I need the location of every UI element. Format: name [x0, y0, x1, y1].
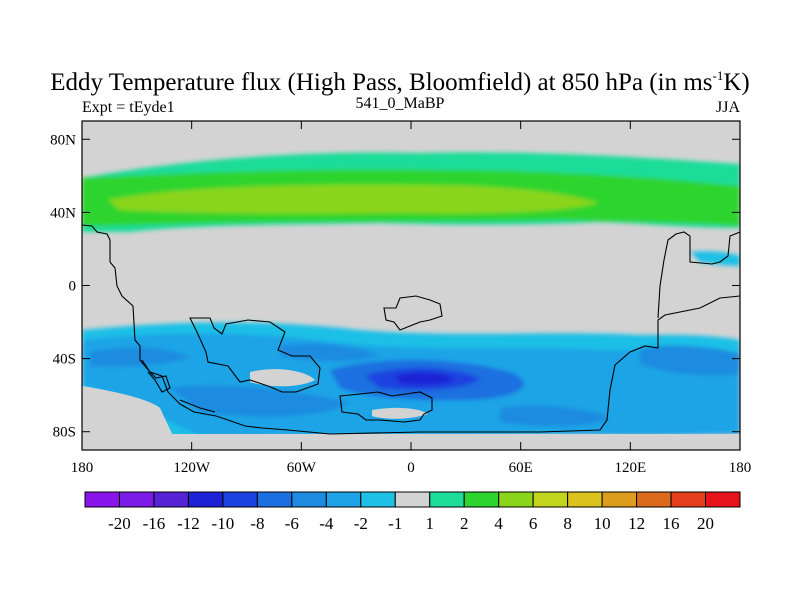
colorbar-swatch [670, 491, 707, 508]
y-tick-label: 40N [50, 205, 76, 221]
colorbar-swatch [222, 491, 258, 508]
colorbar-label: 20 [697, 514, 714, 533]
colorbar-label: 16 [663, 514, 680, 533]
colorbar-swatch [118, 491, 155, 508]
colorbar-swatch [325, 491, 362, 508]
title-end: K) [723, 69, 750, 96]
colorbar-swatch [636, 491, 672, 508]
x-tick-label: 120W [173, 460, 211, 476]
x-tick-label: 120E [614, 460, 646, 476]
colorbar-swatch [601, 491, 638, 508]
colorbar-swatch [84, 491, 120, 508]
coastlines [82, 224, 740, 435]
northern-positive-band [82, 152, 740, 266]
x-tick-label: 180 [729, 460, 752, 476]
x-axis: 180 120W 60W 0 60E 120E 180 [71, 121, 752, 476]
southern-negative-band [82, 322, 740, 438]
colorbar-swatch [360, 491, 396, 508]
colorbar-label: -8 [250, 514, 264, 533]
season-label: JJA [715, 99, 740, 116]
run-label: 541_0_MaBP [355, 95, 445, 112]
colorbar-label: 12 [628, 514, 645, 533]
colorbar-label: -4 [319, 514, 334, 533]
y-tick-label: 80S [53, 425, 76, 441]
y-tick-label: 0 [69, 279, 77, 295]
x-tick-label: 60E [509, 460, 533, 476]
colorbar-label: -2 [354, 514, 368, 533]
colorbar-swatch [463, 491, 500, 508]
map-plot-area [82, 121, 740, 450]
colorbar-label: 1 [425, 514, 434, 533]
colorbar-swatch [291, 491, 327, 508]
title-superscript: -1 [712, 68, 724, 83]
colorbar-label: 2 [460, 514, 469, 533]
colorbar-label: 8 [563, 514, 572, 533]
colorbar-swatch [567, 491, 603, 508]
colorbar-swatch [153, 491, 189, 508]
colorbar-swatch [429, 491, 465, 508]
colorbar-label: -6 [285, 514, 299, 533]
y-axis: 80N 40N 0 40S 80S [50, 132, 740, 441]
plot-title: Eddy Temperature flux (High Pass, Bloomf… [0, 68, 800, 97]
colorbar-label: -10 [212, 514, 235, 533]
colorbar: -20 -16 -12 -10 -8 -6 -4 -2 -1 1 2 4 6 8 10 12 16 20 [84, 491, 741, 533]
colorbar-label: -16 [143, 514, 166, 533]
colorbar-swatch [705, 491, 741, 508]
colorbar-label: -12 [177, 514, 200, 533]
y-tick-label: 80N [50, 132, 76, 148]
colorbar-label: 10 [594, 514, 611, 533]
x-tick-label: 60W [287, 460, 317, 476]
x-tick-label: 180 [71, 460, 94, 476]
colorbar-label: -20 [108, 514, 131, 533]
x-tick-label: 0 [407, 460, 415, 476]
colorbar-swatch [532, 491, 569, 508]
experiment-label: Expt = tEyde1 [82, 99, 175, 116]
colorbar-label: 4 [494, 514, 503, 533]
title-main: Eddy Temperature flux (High Pass, Bloomf… [50, 69, 713, 96]
colorbar-label: 6 [529, 514, 538, 533]
colorbar-swatch [498, 491, 534, 508]
colorbar-label: -1 [388, 514, 402, 533]
colorbar-swatch [187, 491, 224, 508]
y-tick-label: 40S [53, 352, 76, 368]
colorbar-swatch [256, 491, 293, 508]
colorbar-swatch [394, 491, 431, 508]
